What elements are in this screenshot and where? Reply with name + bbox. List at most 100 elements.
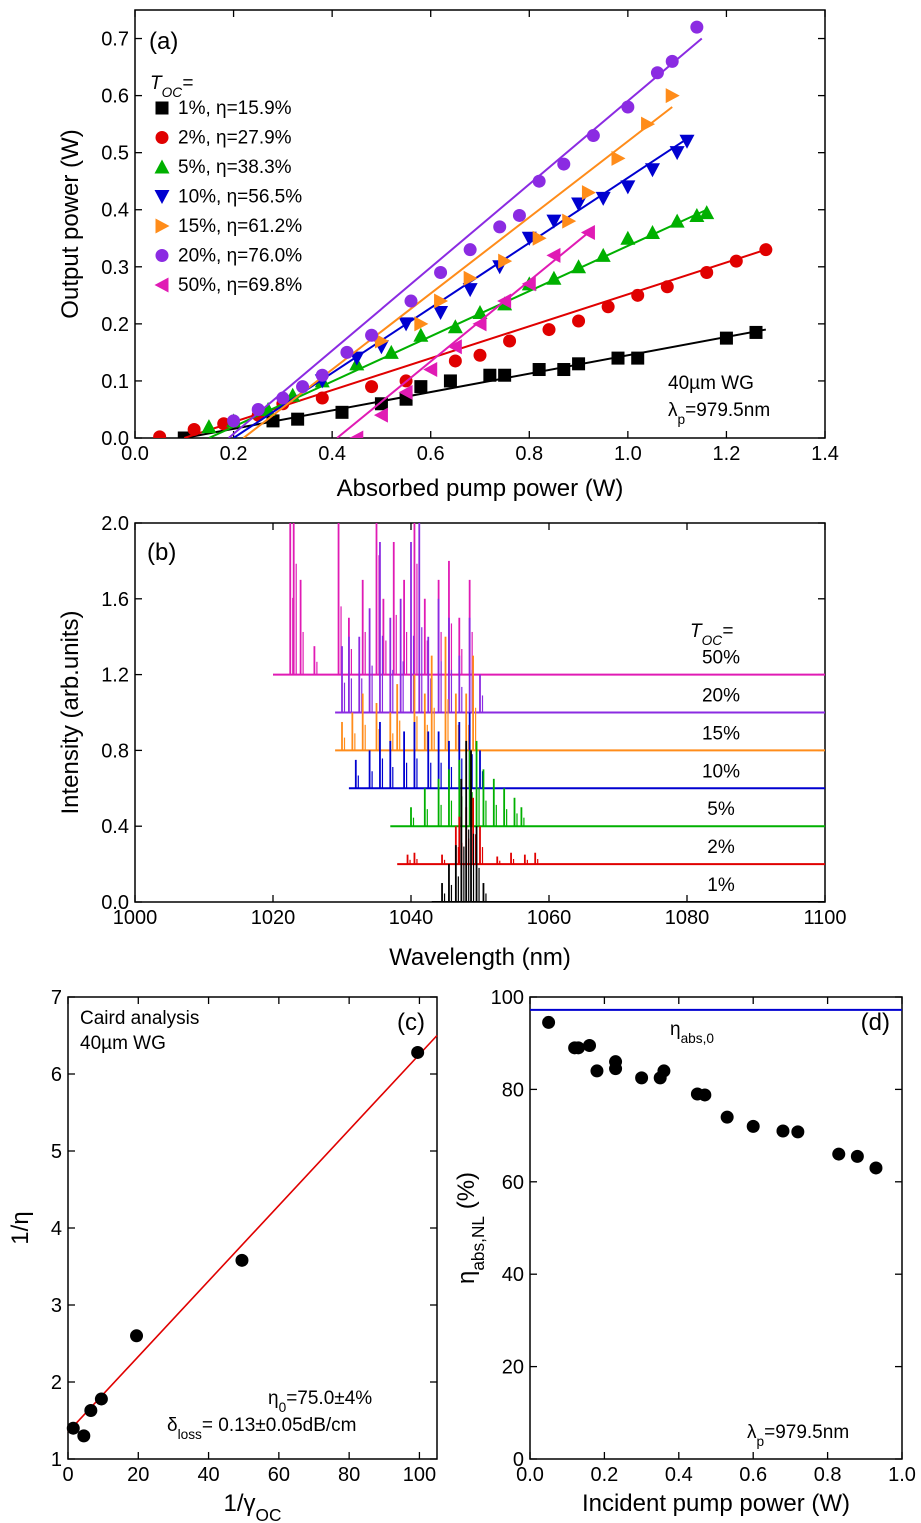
- y-axis-label: 1/η: [7, 1211, 34, 1244]
- result-efficiency-main: η: [268, 1388, 279, 1409]
- data-point-2: [595, 247, 611, 262]
- data-point-6: [423, 362, 438, 378]
- data-point-1: [365, 380, 379, 394]
- data-point-2: [571, 259, 587, 274]
- fit-line-4: [242, 106, 673, 438]
- data-point-1: [572, 314, 586, 328]
- y-tick-label-b: 2.0: [101, 513, 129, 535]
- plot-frame-a: [134, 9, 826, 439]
- x-tick-label-a: 0.0: [121, 443, 149, 465]
- annotation-waveguide: 40µm WG: [80, 1033, 166, 1054]
- data-point-0: [291, 412, 305, 426]
- data-point-0: [443, 374, 457, 388]
- data-point: [84, 1403, 98, 1417]
- data-point-1: [473, 348, 487, 362]
- y-tick-label-d: 0: [513, 1449, 524, 1471]
- trace-label: 10%: [702, 761, 740, 782]
- fit-line-6: [336, 231, 590, 438]
- legend-title-main: T: [150, 73, 163, 94]
- y-tick-label-d: 100: [491, 987, 524, 1009]
- data-point-0: [719, 331, 733, 345]
- data-point-2: [472, 304, 488, 319]
- y-axis-label-sub: abs,NL: [468, 1216, 488, 1271]
- result-efficiency-post: =75.0±4%: [286, 1388, 372, 1409]
- data-point-1: [601, 300, 615, 314]
- data-point-3: [679, 134, 695, 149]
- data-point-0: [557, 363, 571, 377]
- data-point-5: [557, 157, 571, 171]
- data-point: [77, 1429, 91, 1443]
- x-tick-label-b: 1100: [803, 907, 846, 929]
- data-point-1: [315, 391, 329, 405]
- data-point-2: [645, 225, 660, 240]
- panel-d-absorption-efficiency-chart: 0.0 0.2 0.4 0.6 0.8 1.0 0 20 40 60 80 100 Incident p…: [453, 987, 916, 1517]
- trace-label: 15%: [702, 723, 740, 744]
- legend-title: TOC=: [150, 73, 193, 100]
- result-loss: δloss= 0.13±0.05dB/cm: [167, 1415, 357, 1442]
- y-tick-label-a: 0.2: [101, 314, 129, 336]
- data-point: [583, 1039, 597, 1053]
- annotation-caird: Caird analysis: [80, 1008, 199, 1029]
- data-point-4: [434, 293, 449, 309]
- legend-marker-5: [155, 249, 169, 262]
- data-point-3: [595, 191, 611, 206]
- y-tick-label-b: 1.6: [101, 589, 129, 611]
- plot-frame-c: [67, 996, 438, 1460]
- data-point: [411, 1045, 425, 1059]
- trace-label: 1%: [707, 875, 735, 896]
- data-point-5: [621, 100, 635, 114]
- plot-area: [153, 20, 773, 438]
- data-point-2: [669, 213, 685, 228]
- data-point: [698, 1088, 712, 1102]
- x-tick-label-d: 1.0: [888, 1464, 916, 1486]
- data-point-5: [404, 294, 418, 308]
- legend-entry: 50%, η=69.8%: [178, 275, 302, 296]
- x-tick-label-a: 0.2: [220, 443, 248, 465]
- x-tick-label-a: 0.8: [515, 443, 543, 465]
- legend-marker-6: [154, 277, 169, 293]
- x-tick-label-b: 1040: [389, 907, 434, 929]
- x-tick-label-b: 1080: [665, 907, 710, 929]
- trace-label: 2%: [707, 837, 735, 858]
- data-point: [776, 1124, 790, 1138]
- data-point-6: [472, 316, 487, 332]
- x-axis-label: Absorbed pump power (W): [337, 475, 624, 502]
- x-tick-label-b: 1000: [113, 907, 158, 929]
- panel-c-caird-analysis-chart: 0 20 40 60 80 100 1 2 3 4 5 6 7 1/γOC 1/η (c) Caird anal…: [7, 987, 438, 1523]
- x-tick-label-c: 80: [338, 1464, 360, 1486]
- y-tick-label-a: 0.4: [101, 200, 129, 222]
- data-point-1: [729, 254, 743, 268]
- fit-line: [67, 1034, 438, 1433]
- result-loss-main: δ: [167, 1415, 178, 1436]
- data-point-3: [571, 197, 587, 212]
- data-point-1: [153, 430, 167, 438]
- data-point-5: [463, 243, 477, 257]
- data-point-0: [335, 405, 349, 419]
- data-point: [571, 1041, 585, 1055]
- x-axis-label: Incident pump power (W): [582, 1490, 850, 1517]
- data-point: [746, 1119, 760, 1133]
- reference-line-label: ηabs,0: [670, 1019, 714, 1046]
- data-point: [235, 1253, 249, 1267]
- x-tick-label-d: 0.6: [739, 1464, 767, 1486]
- legend-entry: 15%, η=61.2%: [178, 216, 302, 237]
- y-tick-label-c: 6: [51, 1064, 62, 1086]
- data-point-6: [398, 384, 413, 400]
- x-tick-label-d: 0.2: [590, 1464, 618, 1486]
- legend-marker-1: [155, 131, 169, 144]
- legend-marker-3: [154, 190, 170, 204]
- data-point-5: [251, 402, 265, 416]
- data-point-4: [641, 116, 656, 132]
- data-point-1: [448, 354, 462, 368]
- data-point-4: [463, 270, 478, 286]
- annotation-wavelength: λp=979.5nm: [668, 400, 770, 427]
- data-point: [850, 1149, 864, 1163]
- x-tick-label-a: 1.0: [614, 443, 642, 465]
- data-point-5: [227, 414, 241, 428]
- data-point: [590, 1064, 604, 1078]
- x-axis-label: Wavelength (nm): [389, 944, 571, 971]
- data-point: [130, 1329, 144, 1343]
- data-point-0: [374, 397, 388, 411]
- annotation-wavelength-post: =979.5nm: [685, 400, 770, 421]
- data-point-1: [542, 323, 556, 337]
